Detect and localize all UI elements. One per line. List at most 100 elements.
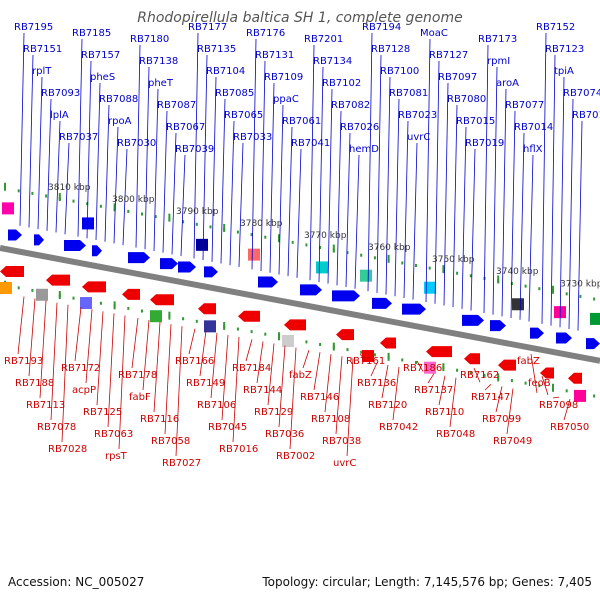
tick-mark-upper: [469, 274, 472, 278]
tick-mark-lower: [72, 296, 75, 300]
forward-gene-label: RB7039: [175, 144, 214, 155]
tick-mark-upper: [195, 222, 198, 226]
reverse-gene: [150, 294, 174, 306]
reverse-gene: [380, 337, 396, 349]
forward-gene-label: tpiA: [554, 66, 574, 77]
tick-mark-upper: [86, 202, 89, 206]
reverse-callout-line: [74, 307, 82, 362]
forward-callout-line: [64, 142, 70, 235]
forward-callout-line: [77, 38, 83, 237]
tick-mark-lower: [99, 301, 102, 305]
forward-gene: [160, 258, 178, 270]
forward-gene-label: RB7201: [304, 34, 343, 45]
reverse-gene-label: RB7106: [197, 400, 236, 411]
reverse-gene-label: RB7098: [539, 400, 578, 411]
tick-mark-upper: [72, 199, 75, 203]
reverse-gene-label: RB7028: [48, 444, 87, 455]
reverse-gene: [238, 310, 260, 322]
forward-gene-label: aroA: [496, 78, 519, 89]
forward-callout-line: [385, 76, 391, 295]
tick-major-lower: [58, 291, 61, 300]
forward-gene-label: RB7173: [478, 34, 517, 45]
forward-gene-label: RB7080: [447, 94, 486, 105]
reverse-gene-label: uvrC: [333, 458, 356, 469]
tick-mark-upper: [593, 297, 596, 301]
tick-major-lower: [497, 373, 500, 382]
reverse-callout-line: [107, 313, 115, 428]
reverse-gene-label: RB7120: [368, 400, 407, 411]
reverse-callout-line: [381, 364, 389, 399]
reverse-gene: [568, 372, 582, 384]
tick-mark-upper: [373, 256, 376, 260]
forward-callout-line: [296, 148, 302, 278]
forward-callout-line: [577, 120, 583, 331]
forward-callout-line: [238, 142, 244, 267]
feature-block: [2, 202, 14, 215]
scale-label: 3750 kbp: [432, 255, 475, 265]
tick-mark-lower: [483, 373, 486, 377]
gene-features: [0, 202, 600, 402]
forward-callout-line: [394, 98, 400, 297]
forward-callout-line: [568, 98, 574, 329]
reverse-gene-label: fabZ: [289, 370, 312, 381]
feature-block-lower: [80, 297, 92, 310]
feature-block: [248, 248, 260, 261]
forward-gene-label: RB7180: [130, 34, 169, 45]
forward-callout-line: [403, 120, 409, 298]
forward-gene-label: hflX: [523, 144, 543, 155]
reverse-gene-label: acpP: [72, 385, 96, 396]
reverse-callout-line: [495, 386, 503, 413]
reverse-gene: [46, 274, 70, 286]
forward-gene-label: RB7194: [362, 22, 401, 33]
forward-callout-line: [28, 54, 34, 228]
forward-gene: [128, 252, 150, 264]
forward-gene-label: RB7023: [398, 110, 437, 121]
tick-major-upper: [278, 234, 280, 243]
reverse-gene: [198, 303, 216, 315]
genome-backbone: [0, 245, 600, 364]
tick-mark-lower: [565, 389, 568, 393]
forward-callout-line: [367, 32, 373, 292]
kbp-scale-labels: 3810 kbp 3800 kbp 3790 kbp 3780 kbp 3770 kbp…: [48, 183, 600, 289]
reverse-gene-label: RB7129: [254, 407, 293, 418]
forward-callout-line: [202, 54, 208, 261]
forward-gene: [462, 314, 484, 326]
tick-mark-upper: [456, 271, 459, 275]
reverse-gene-label: RB7063: [94, 429, 133, 440]
tick-mark-upper: [305, 243, 308, 247]
tick-mark-upper: [360, 253, 363, 257]
tick-mark-lower: [510, 379, 513, 383]
reverse-gene-label: RB7184: [232, 363, 271, 374]
feature-block-lower: [282, 335, 294, 348]
forward-gene: [300, 284, 322, 296]
tick-major-lower: [442, 363, 445, 372]
reverse-callout-line: [61, 304, 69, 443]
forward-gene-label: RB7019: [465, 138, 504, 149]
forward-callout-line: [461, 126, 467, 309]
forward-callout-line: [37, 76, 43, 230]
forward-callout-line: [345, 132, 351, 288]
forward-gene: [92, 245, 102, 257]
reverse-gene-label: RB7042: [379, 422, 418, 433]
forward-callout-line: [122, 148, 128, 246]
forward-callout-line: [443, 82, 449, 306]
forward-gene-label: RB7157: [81, 50, 120, 61]
forward-gene-label: pheT: [148, 78, 174, 89]
reverse-gene-label: RB7149: [186, 378, 225, 389]
feature-block-lower: [424, 361, 436, 374]
tick-mark-lower: [31, 288, 34, 292]
tick-mark-lower: [469, 371, 472, 375]
forward-callout-line: [144, 66, 150, 250]
reverse-callout-line: [142, 319, 150, 391]
forward-callout-line: [412, 142, 418, 300]
tick-major-upper: [168, 213, 171, 222]
forward-gene-label: RB7135: [197, 44, 236, 55]
forward-gene-label: pheS: [90, 72, 115, 83]
backbone-line: [0, 245, 600, 364]
tick-mark-lower: [195, 319, 198, 323]
reverse-callout-line: [118, 315, 126, 450]
tick-mark-upper: [45, 194, 48, 198]
forward-gene: [586, 338, 600, 350]
feature-block: [512, 298, 524, 311]
